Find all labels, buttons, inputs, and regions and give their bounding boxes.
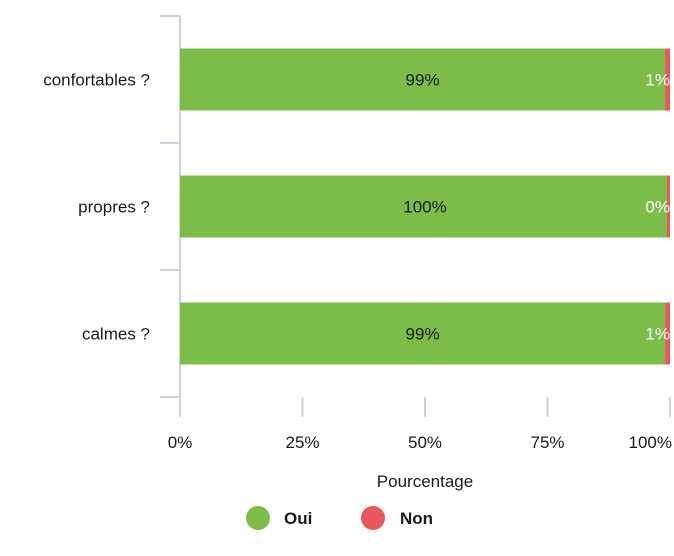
- category-labels: confortables ? propres ? calmes ?: [43, 71, 150, 344]
- bars: 99% 1% 100% 0% 99% 1%: [180, 48, 670, 365]
- legend-marker-non[interactable]: [361, 506, 385, 530]
- category-label-2: calmes ?: [82, 325, 150, 344]
- legend[interactable]: Oui Non: [246, 506, 433, 530]
- bar-non-1[interactable]: [667, 175, 670, 238]
- data-label-oui-2: 99%: [406, 325, 440, 344]
- x-tick-label-3: 75%: [530, 433, 564, 452]
- x-axis-title: Pourcentage: [377, 472, 473, 491]
- data-label-non-2: 1%: [645, 325, 670, 344]
- legend-marker-oui[interactable]: [246, 506, 270, 530]
- legend-label-non[interactable]: Non: [400, 509, 433, 528]
- data-label-oui-0: 99%: [406, 71, 440, 90]
- x-tick-label-4: 100%: [629, 433, 672, 452]
- category-label-1: propres ?: [78, 198, 150, 217]
- x-tick-label-1: 25%: [285, 433, 319, 452]
- bar-non-0[interactable]: [665, 48, 670, 111]
- bar-non-2[interactable]: [665, 302, 670, 365]
- x-tick-label-2: 50%: [408, 433, 442, 452]
- x-tick-label-0: 0%: [168, 433, 193, 452]
- data-label-oui-1: 100%: [403, 198, 446, 217]
- bar-oui-1[interactable]: [180, 175, 670, 238]
- legend-label-oui[interactable]: Oui: [284, 509, 312, 528]
- category-label-0: confortables ?: [43, 71, 150, 90]
- x-tick-labels: 0% 25% 50% 75% 100%: [168, 433, 672, 452]
- bar-oui-2[interactable]: [180, 302, 666, 365]
- data-label-non-1: 0%: [645, 198, 670, 217]
- bar-oui-0[interactable]: [180, 48, 666, 111]
- data-label-non-0: 1%: [645, 71, 670, 90]
